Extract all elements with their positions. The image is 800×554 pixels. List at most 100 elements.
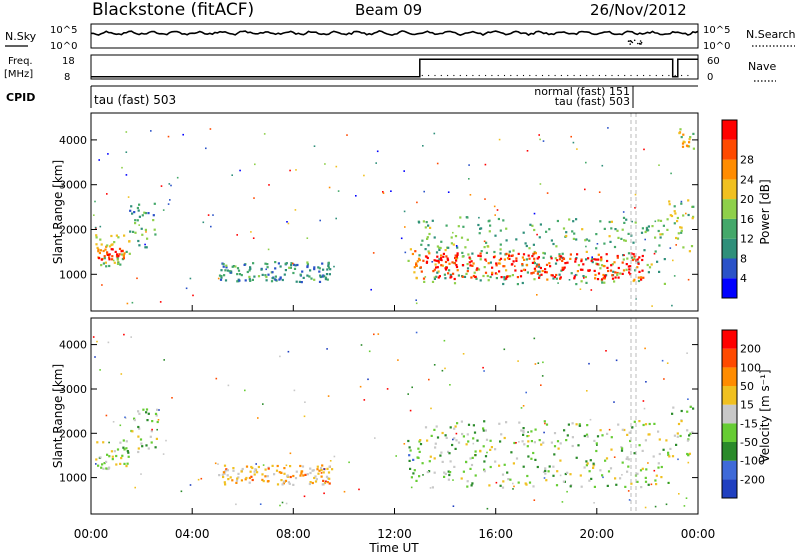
nave-dot [466, 74, 468, 77]
heatmap-cell [549, 255, 553, 258]
heatmap-cell [570, 135, 572, 138]
heatmap-cell [348, 461, 350, 464]
heatmap-cell [108, 455, 111, 458]
heatmap-cell [616, 229, 619, 232]
heatmap-cell [138, 203, 141, 206]
heatmap-cell [686, 439, 689, 442]
heatmap-cell [325, 273, 329, 276]
heatmap-cell [572, 237, 575, 240]
heatmap-cell [95, 234, 98, 237]
heatmap-cell [641, 258, 644, 262]
heatmap-cell [584, 275, 587, 279]
heatmap-cell [140, 227, 143, 230]
heatmap-cell [659, 236, 662, 239]
heatmap-cell [237, 269, 241, 272]
heatmap-cell [489, 465, 492, 469]
heatmap-cell [116, 448, 120, 451]
heatmap-cell [542, 441, 545, 444]
heatmap-cell [462, 353, 465, 355]
heatmap-cell [526, 435, 529, 438]
heatmap-cell [105, 265, 108, 268]
heatmap-cell [541, 375, 544, 377]
heatmap-cell [561, 501, 564, 503]
colorbar-swatch [722, 238, 737, 259]
heatmap-cell [676, 432, 679, 435]
heatmap-cell [411, 386, 413, 389]
heatmap-cell [579, 474, 582, 477]
heatmap-cell [326, 477, 330, 480]
x-tick-label: 00:00 [681, 527, 716, 541]
nave-dot [459, 74, 461, 77]
heatmap-cell [583, 466, 586, 469]
heatmap-cell [629, 273, 632, 276]
heatmap-cell [433, 132, 436, 135]
heatmap-cell [462, 435, 465, 438]
heatmap-cell [533, 228, 536, 232]
heatmap-cell [681, 142, 685, 145]
heatmap-cell [597, 272, 601, 275]
heatmap-cell [586, 424, 589, 427]
heatmap-cell [125, 174, 128, 176]
heatmap-cell [476, 267, 479, 270]
heatmap-cell [130, 205, 133, 208]
heatmap-cell [283, 467, 286, 470]
heatmap-cell [237, 476, 240, 479]
heatmap-cell [462, 225, 465, 228]
heatmap-cell [282, 482, 285, 485]
heatmap-cell [544, 469, 547, 472]
heatmap-cell [590, 259, 593, 262]
heatmap-cell [616, 273, 619, 275]
heatmap-cell [102, 262, 105, 265]
nave-dot [453, 74, 455, 77]
heatmap-cell [99, 456, 102, 459]
heatmap-cell [141, 233, 144, 236]
velocity-cells [92, 331, 695, 510]
heatmap-cell [106, 453, 109, 456]
heatmap-cell [337, 190, 340, 192]
colorbar-tick-label: 16 [740, 213, 754, 226]
heatmap-cell [496, 209, 499, 211]
colorbar-tick-label: 24 [740, 173, 754, 186]
heatmap-cell [627, 465, 630, 468]
heatmap-cell [430, 434, 433, 437]
heatmap-cell [171, 397, 173, 399]
heatmap-cell [640, 276, 643, 279]
heatmap-cell [580, 258, 583, 261]
colorbar-swatch [722, 330, 737, 349]
nave-dot [447, 74, 449, 77]
heatmap-cell [599, 429, 602, 432]
heatmap-cell [633, 420, 636, 423]
heatmap-cell [222, 265, 225, 268]
heatmap-cell [596, 263, 599, 266]
heatmap-cell [151, 428, 153, 431]
heatmap-cell [580, 260, 583, 263]
heatmap-cell [108, 253, 111, 256]
heatmap-cell [127, 455, 130, 458]
heatmap-cell [600, 256, 603, 259]
heatmap-cell [533, 499, 536, 501]
heatmap-cell [265, 279, 268, 282]
heatmap-cell [525, 391, 527, 394]
heatmap-cell [452, 505, 455, 507]
heatmap-cell [450, 242, 453, 245]
heatmap-cell [132, 230, 135, 233]
heatmap-cell [98, 257, 101, 260]
heatmap-cell [162, 453, 165, 455]
heatmap-cell [209, 128, 212, 130]
heatmap-cell [613, 401, 615, 403]
heatmap-cell [279, 355, 281, 358]
heatmap-cell [281, 278, 284, 282]
heatmap-cell [653, 469, 656, 472]
heatmap-cell [439, 246, 442, 250]
heatmap-cell [474, 275, 477, 278]
colorbar-tick-label: 12 [740, 233, 754, 246]
heatmap-cell [633, 255, 636, 258]
heatmap-cell [303, 415, 306, 418]
heatmap-cell [437, 270, 440, 273]
heatmap-cell [100, 258, 103, 261]
heatmap-cell [495, 262, 498, 265]
heatmap-cell [221, 473, 224, 476]
colorbar-swatch [722, 218, 737, 239]
heatmap-cell [562, 480, 565, 483]
heatmap-cell [610, 227, 613, 230]
